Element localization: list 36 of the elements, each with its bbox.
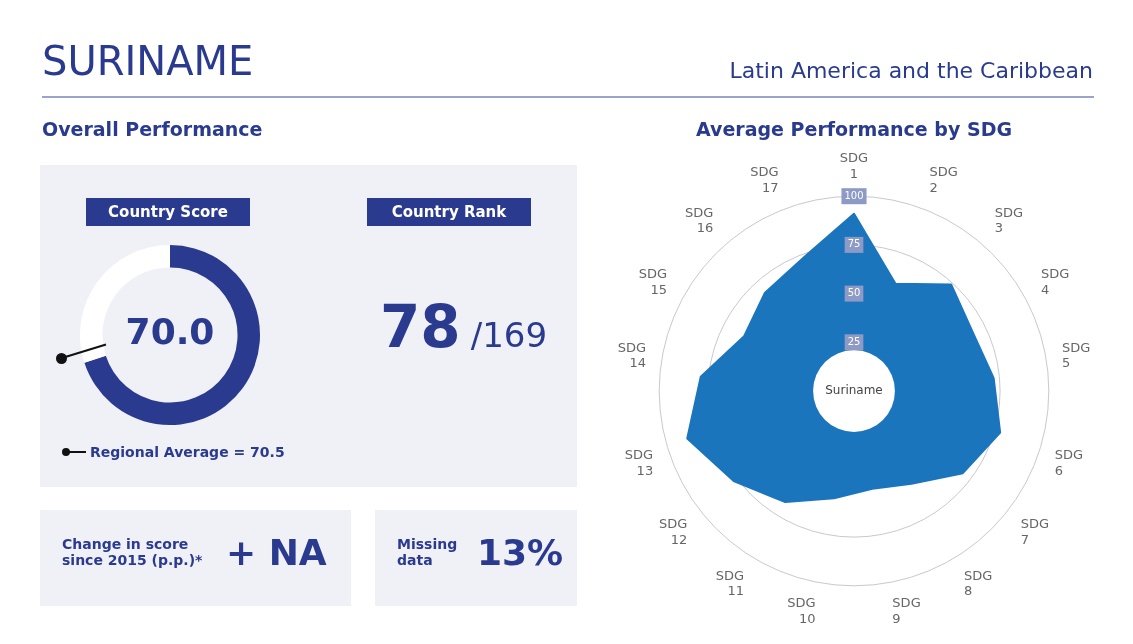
spoke-label: SDG 1 [839, 150, 869, 181]
spoke-label: SDG 10 [787, 595, 816, 627]
spoke-label: SDG 6 [1054, 447, 1084, 478]
spoke-label: SDG 4 [1040, 265, 1070, 297]
text: + NA [226, 532, 327, 573]
text: /169 [470, 315, 548, 355]
y-tick-label: 25 [847, 335, 861, 347]
text: Change in score since 2015 (p.p.)* [62, 536, 204, 568]
spoke-label: SDG 14 [617, 339, 647, 371]
spoke-label: SDG 7 [1020, 516, 1049, 547]
spoke-label: SDG 13 [624, 447, 654, 478]
spoke-label: SDG 12 [659, 516, 688, 547]
text: Country Rank [367, 198, 531, 226]
spoke-label: SDG 16 [684, 204, 714, 236]
text: Missing data [397, 536, 459, 568]
chart-title: Average Performance by SDG [696, 118, 1013, 140]
spoke-label: SDG 9 [892, 595, 921, 627]
spoke-label: SDG 17 [750, 164, 779, 195]
chart-title: Country Score [86, 198, 250, 226]
text: Overall Performance [42, 118, 263, 140]
text: Latin America and the Caribbean [729, 58, 1093, 83]
data-label: 70.0 [125, 311, 215, 353]
spoke-label: SDG 2 [929, 164, 958, 195]
spoke-label: SDG 3 [994, 204, 1024, 236]
text: Suriname [825, 383, 883, 398]
y-tick-label: 50 [847, 287, 861, 299]
text: 13% [477, 532, 564, 573]
spoke-label: SDG 5 [1061, 339, 1091, 371]
text: SURINAME [42, 38, 254, 84]
y-tick-label: 75 [847, 238, 861, 250]
spoke-label: SDG 11 [715, 567, 745, 599]
y-tick-label: 100 [844, 189, 864, 201]
text: Regional Average = 70.5 [89, 444, 285, 460]
text: 78 [380, 293, 461, 361]
spoke-label: SDG 8 [963, 567, 993, 599]
spoke-label: SDG 15 [638, 265, 668, 297]
